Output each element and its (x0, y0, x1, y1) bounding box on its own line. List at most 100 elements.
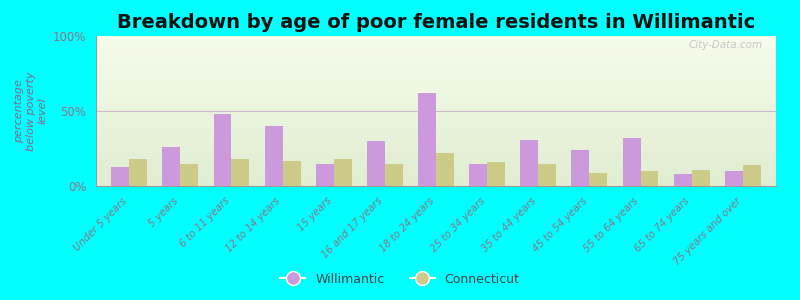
Bar (96, 176, 776, 177)
Bar (96, 54, 776, 56)
Bar (742, 165, 761, 186)
Bar (96, 50, 776, 51)
Bar (96, 52, 776, 54)
Bar (96, 88, 776, 90)
Bar (96, 66, 776, 68)
Bar (96, 158, 776, 159)
Bar (96, 136, 776, 138)
Bar (96, 138, 776, 140)
Bar (96, 56, 776, 57)
Bar (367, 141, 385, 186)
Bar (282, 160, 301, 186)
Bar (96, 93, 776, 94)
Bar (641, 171, 658, 186)
Bar (96, 174, 776, 176)
Bar (96, 42, 776, 44)
Bar (96, 57, 776, 58)
Bar (96, 117, 776, 118)
Bar (96, 141, 776, 142)
Bar (96, 154, 776, 156)
Bar (520, 140, 538, 186)
Bar (96, 76, 776, 78)
Bar (96, 156, 776, 158)
Bar (385, 164, 402, 186)
Bar (96, 129, 776, 130)
Bar (96, 94, 776, 96)
Bar (96, 172, 776, 174)
Bar (96, 80, 776, 81)
Bar (96, 60, 776, 61)
Bar (162, 147, 180, 186)
Bar (96, 112, 776, 114)
Bar (96, 165, 776, 166)
Legend: Willimantic, Connecticut: Willimantic, Connecticut (275, 268, 525, 291)
Bar (96, 39, 776, 40)
Bar (96, 105, 776, 106)
Bar (96, 92, 776, 93)
Bar (96, 159, 776, 160)
Bar (96, 153, 776, 154)
Bar (214, 114, 231, 186)
Bar (316, 164, 334, 186)
Bar (96, 148, 776, 150)
Bar (96, 100, 776, 102)
Bar (96, 98, 776, 99)
Bar (96, 70, 776, 72)
Bar (96, 152, 776, 153)
Bar (96, 184, 776, 186)
Bar (111, 167, 130, 186)
Bar (130, 159, 147, 186)
Bar (96, 48, 776, 50)
Bar (487, 162, 505, 186)
Bar (96, 168, 776, 170)
Bar (96, 85, 776, 87)
Bar (96, 102, 776, 104)
Bar (96, 114, 776, 116)
Bar (96, 126, 776, 128)
Bar (622, 138, 641, 186)
Bar (96, 87, 776, 88)
Bar (725, 171, 742, 186)
Bar (96, 124, 776, 126)
Bar (96, 171, 776, 172)
Bar (96, 160, 776, 162)
Bar (96, 106, 776, 108)
Bar (96, 63, 776, 64)
Bar (96, 51, 776, 52)
Bar (96, 84, 776, 86)
Bar (96, 183, 776, 184)
Bar (96, 147, 776, 148)
Bar (692, 169, 710, 186)
Bar (538, 164, 556, 186)
Bar (96, 135, 776, 136)
Bar (96, 167, 776, 168)
Bar (96, 128, 776, 129)
Bar (96, 142, 776, 144)
Bar (96, 146, 776, 147)
Bar (96, 162, 776, 164)
Bar (96, 81, 776, 82)
Bar (96, 118, 776, 120)
Bar (96, 180, 776, 182)
Bar (96, 178, 776, 180)
Bar (96, 150, 776, 152)
Bar (96, 46, 776, 48)
Bar (96, 110, 776, 111)
Bar (96, 182, 776, 183)
Bar (96, 90, 776, 92)
Bar (590, 172, 607, 186)
Bar (180, 164, 198, 186)
Bar (96, 38, 776, 39)
Bar (231, 159, 250, 186)
Bar (418, 93, 436, 186)
Bar (96, 132, 776, 134)
Text: City-Data.com: City-Data.com (688, 40, 762, 50)
Bar (96, 68, 776, 69)
Bar (96, 164, 776, 165)
Bar (96, 44, 776, 45)
Bar (96, 169, 776, 171)
Bar (96, 40, 776, 42)
Bar (96, 64, 776, 66)
Bar (334, 159, 352, 186)
Bar (96, 72, 776, 74)
